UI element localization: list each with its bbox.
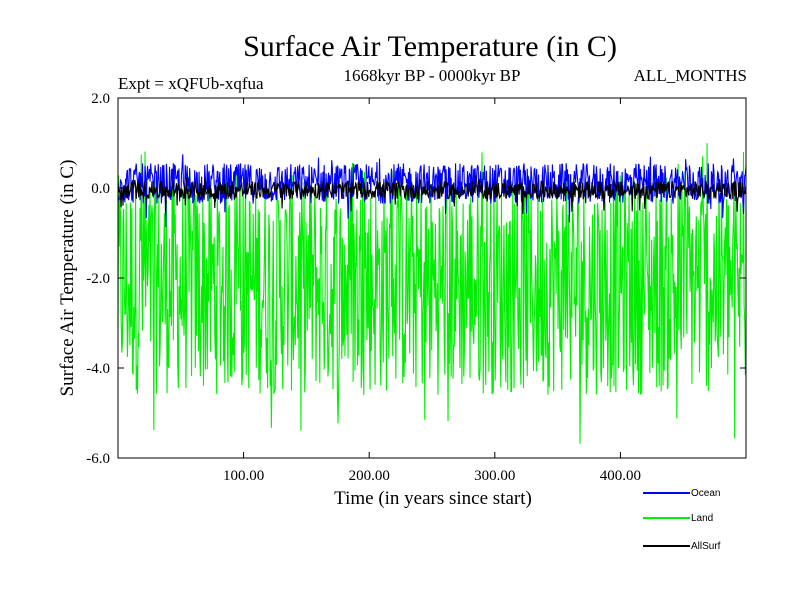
- y-tick-label: -2.0: [86, 271, 110, 287]
- months-label: ALL_MONTHS: [634, 66, 747, 85]
- legend-land-label: Land: [691, 513, 713, 524]
- land-line: [117, 143, 747, 444]
- chart-title: Surface Air Temperature (in C): [243, 30, 617, 63]
- y-axis: 2.0 0.0 -2.0 -4.0 -6.0: [86, 91, 746, 467]
- x-tick-label: 100.00: [223, 468, 264, 484]
- y-tick-label: -4.0: [86, 361, 110, 377]
- x-tick-label: 400.00: [600, 468, 641, 484]
- x-axis-label: Time (in years since start): [334, 488, 532, 509]
- x-tick-label: 200.00: [349, 468, 390, 484]
- y-tick-label: -6.0: [86, 451, 110, 467]
- legend: Ocean Land AllSurf: [643, 488, 721, 552]
- legend-ocean-label: Ocean: [691, 488, 720, 499]
- expt-label: Expt = xQFUb-xqfua: [118, 74, 264, 93]
- period-label: 1668kyr BP - 0000kyr BP: [344, 66, 521, 85]
- series-allsurf: [117, 175, 747, 215]
- plot-area: [117, 143, 747, 444]
- x-tick-label: 300.00: [474, 468, 515, 484]
- series-land: [117, 143, 747, 444]
- legend-allsurf-label: AllSurf: [691, 541, 721, 552]
- y-axis-label: Surface Air Temperature (in C): [57, 160, 78, 397]
- y-tick-label: 2.0: [91, 91, 110, 107]
- y-tick-label: 0.0: [91, 181, 110, 197]
- allsurf-line: [117, 175, 747, 215]
- x-axis: 100.00 200.00 300.00 400.00: [223, 98, 641, 484]
